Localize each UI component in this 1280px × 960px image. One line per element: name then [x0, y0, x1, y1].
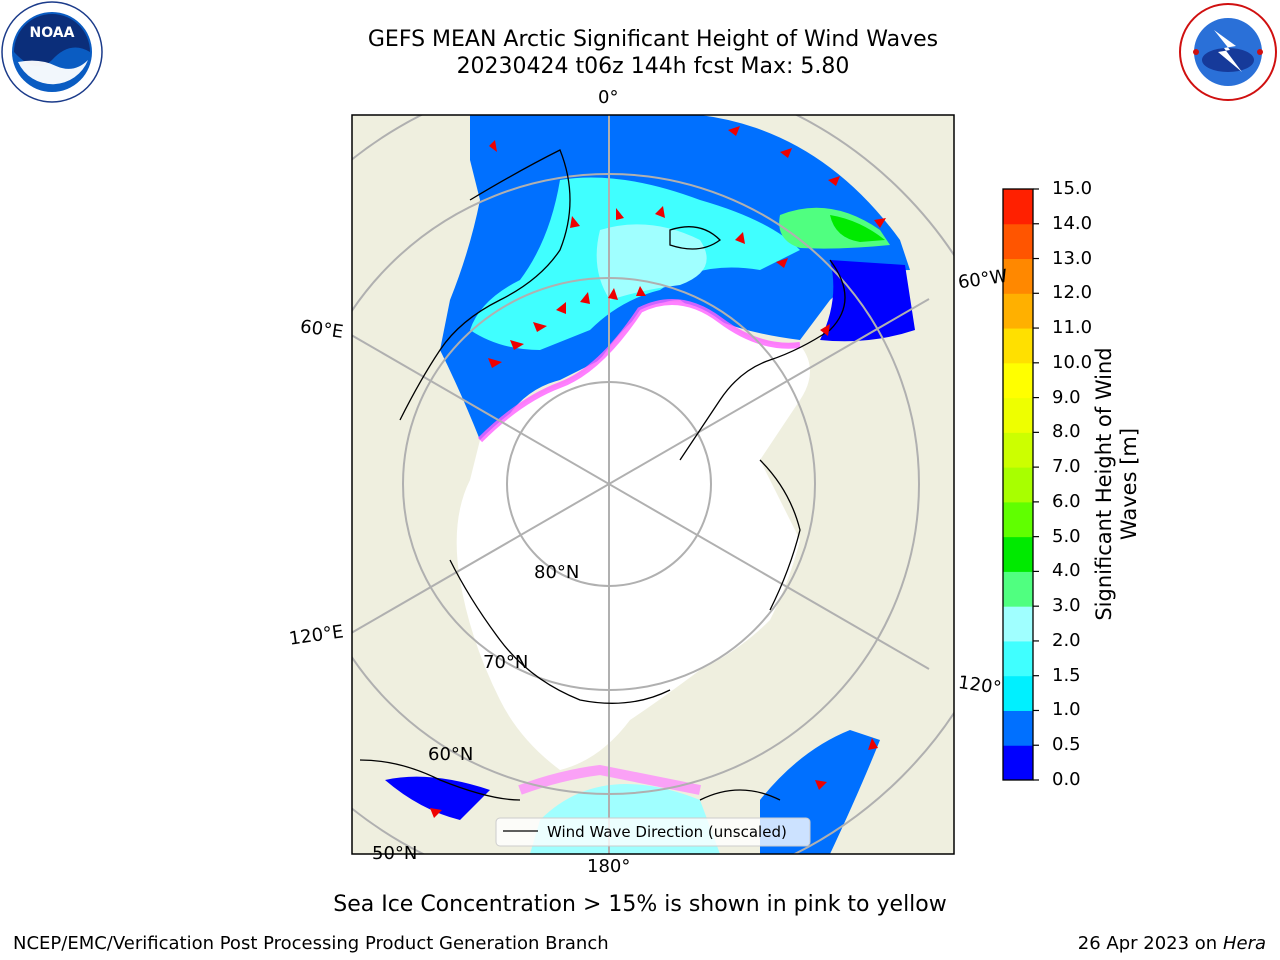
colorbar-tick-label: 0.5: [1052, 734, 1081, 756]
colorbar-segment: [1003, 467, 1033, 503]
lat-label-80n: 80°N: [534, 562, 580, 583]
nws-logo: [1178, 2, 1278, 102]
lat-label-60n: 60°N: [428, 744, 474, 765]
lon-label-180: 180°: [587, 856, 631, 877]
colorbar-segment: [1003, 293, 1033, 329]
colorbar-tick-label: 2.0: [1052, 629, 1081, 651]
wave-field-okhotsk: [385, 776, 490, 820]
colorbar-tick-label: 8.0: [1052, 421, 1081, 443]
title-line-1: GEFS MEAN Arctic Significant Height of W…: [367, 27, 939, 52]
wave-field-max-core: [830, 215, 885, 242]
footer-date: 26 Apr 2023 on Hera: [1078, 933, 1266, 954]
colorbar: [1003, 188, 1039, 781]
colorbar-tick-label: 3.0: [1052, 595, 1081, 617]
lon-label-0: 0°: [598, 87, 619, 108]
colorbar-tick-label: 0.0: [1052, 769, 1081, 790]
colorbar-segment: [1003, 432, 1033, 468]
noaa-logo-text: NOAA: [30, 25, 75, 41]
colorbar-segment: [1003, 571, 1033, 607]
colorbar-tick-label: 1.0: [1052, 699, 1081, 721]
colorbar-tick-label: 13.0: [1052, 247, 1093, 269]
colorbar-tick-label: 5.0: [1052, 525, 1081, 547]
colorbar-segment: [1003, 501, 1033, 538]
colorbar-tick-label: 6.0: [1052, 490, 1081, 512]
colorbar-segment: [1003, 223, 1033, 260]
footer-host: Hera: [1222, 933, 1266, 954]
sea-ice-note: Sea Ice Concentration > 15% is shown in …: [333, 892, 947, 917]
colorbar-segment: [1003, 536, 1033, 572]
colorbar-segment: [1003, 258, 1033, 294]
footer-producer: NCEP/EMC/Verification Post Processing Pr…: [13, 933, 609, 954]
colorbar-tick-label: 12.0: [1052, 282, 1093, 304]
legend-label: Wind Wave Direction (unscaled): [547, 823, 787, 841]
colorbar-tick-label: 11.0: [1052, 317, 1093, 339]
colorbar-tick-label: 1.5: [1052, 664, 1081, 686]
colorbar-tick-label: 14.0: [1052, 212, 1093, 234]
colorbar-segment: [1003, 675, 1033, 711]
coastlines: [359, 149, 846, 801]
colorbar-tick-label: 10.0: [1052, 351, 1093, 373]
colorbar-segment: [1003, 189, 1033, 225]
title-line-2: 20230424 t06z 144h fcst Max: 5.80: [456, 54, 850, 79]
map-frame: [351, 114, 955, 855]
ice-edge-atlantic: [477, 299, 801, 443]
footer-date-text: 26 Apr 2023 on: [1077, 933, 1223, 954]
graticule: [352, 115, 954, 854]
ice-edge-pacific: [518, 764, 701, 795]
lat-label-50n: 50°N: [372, 843, 418, 864]
colorbar-tick-label: 15.0: [1052, 178, 1093, 199]
colorbar-frame: [1002, 188, 1034, 781]
colorbar-tick-label: 9.0: [1052, 386, 1081, 408]
colorbar-segment: [1003, 362, 1033, 399]
colorbar-segment: [1003, 745, 1033, 781]
colorbar-tick-label: 7.0: [1052, 456, 1081, 478]
noaa-logo: NOAA: [1, 1, 103, 103]
lat-label-70n: 70°N: [483, 652, 529, 673]
colorbar-segment: [1003, 606, 1033, 642]
colorbar-tick-label: 4.0: [1052, 560, 1081, 582]
wave-direction-arrows: [430, 126, 886, 818]
colorbar-segment: [1003, 640, 1033, 677]
colorbar-segment: [1003, 328, 1033, 364]
colorbar-title: Significant Height of Wind Waves [m]: [1092, 347, 1141, 621]
colorbar-segment: [1003, 710, 1033, 746]
colorbar-segment: [1003, 397, 1033, 433]
legend: [495, 817, 811, 847]
wave-field-norwegian: [596, 224, 707, 300]
